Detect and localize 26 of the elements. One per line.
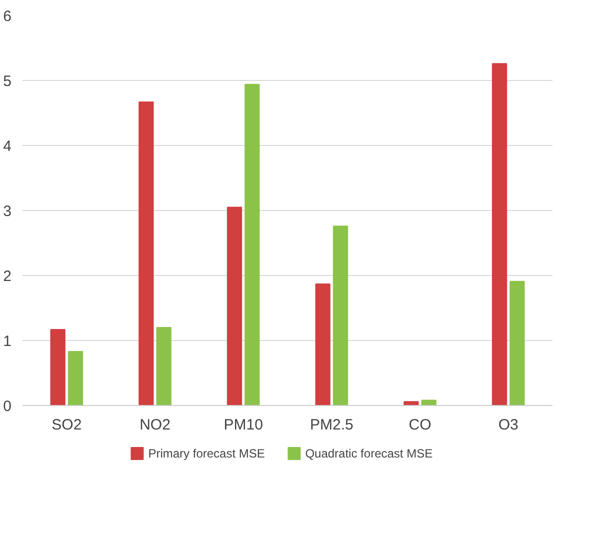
y-tick-label: 0 bbox=[3, 398, 12, 415]
bar bbox=[510, 280, 525, 406]
bar bbox=[492, 63, 508, 406]
bar bbox=[50, 328, 66, 406]
legend-label: Quadratic forecast MSE bbox=[305, 446, 433, 460]
bar bbox=[244, 84, 260, 406]
x-tick-label: NO2 bbox=[140, 416, 170, 434]
bar bbox=[156, 327, 172, 406]
y-tick-label: 2 bbox=[3, 268, 12, 285]
y-tick-label: 4 bbox=[3, 138, 12, 155]
y-tick-label: 5 bbox=[3, 73, 12, 90]
x-tick-label: PM10 bbox=[224, 416, 263, 434]
bar bbox=[404, 401, 419, 406]
bar bbox=[68, 351, 84, 406]
x-tick-label: CO bbox=[408, 416, 432, 434]
bar bbox=[226, 206, 242, 406]
x-tick-label: SO2 bbox=[52, 416, 82, 434]
y-tick-label: 1 bbox=[3, 333, 12, 350]
x-tick-label: PM2.5 bbox=[310, 416, 354, 434]
legend-label: Primary forecast MSE bbox=[148, 446, 265, 460]
bar bbox=[138, 101, 154, 406]
bar bbox=[315, 283, 330, 406]
y-tick-label: 3 bbox=[3, 203, 12, 220]
y-tick-label: 6 bbox=[3, 8, 12, 25]
bar bbox=[332, 226, 348, 406]
x-tick-label: O3 bbox=[498, 416, 518, 434]
